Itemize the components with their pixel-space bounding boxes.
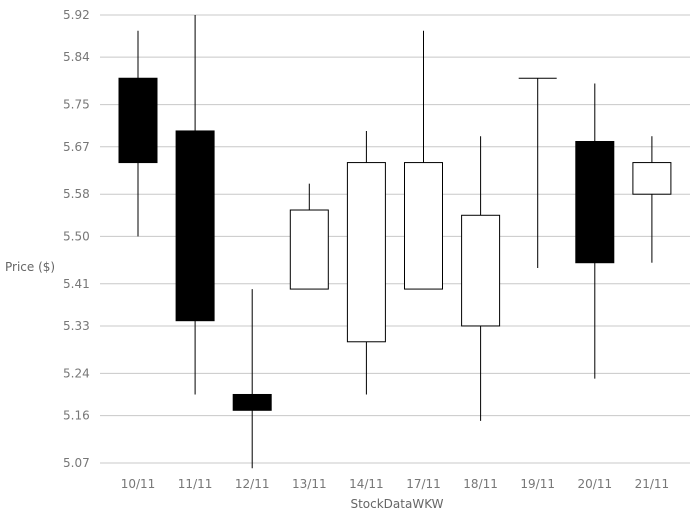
x-tick-label: 14/11: [349, 477, 384, 491]
x-tick-label: 12/11: [235, 477, 270, 491]
x-tick-label: 19/11: [520, 477, 555, 491]
candle-13-11: [289, 183, 329, 290]
y-tick-label: 5.92: [63, 8, 90, 22]
candle-21-11: [632, 136, 672, 263]
candle-body: [175, 130, 215, 322]
x-tick-label: 10/11: [121, 477, 156, 491]
y-tick-label: 5.67: [63, 140, 90, 154]
x-tick-label: 21/11: [635, 477, 670, 491]
y-tick-label: 5.50: [63, 229, 90, 243]
y-tick-label: 5.07: [63, 456, 90, 470]
candle-19-11: [518, 77, 557, 268]
candle-18-11: [461, 136, 501, 421]
candle-body: [232, 393, 272, 411]
candle-body: [575, 140, 615, 264]
candle-11-11: [175, 15, 215, 395]
x-axis-ticks: 10/11 11/11 12/11 13/11 14/11 17/11 18/11 19/11…: [121, 477, 669, 491]
x-tick-label: 11/11: [178, 477, 213, 491]
y-tick-label: 5.41: [63, 277, 90, 291]
y-axis-title: Price ($): [5, 260, 55, 274]
candle-14-11: [346, 130, 386, 395]
candle-body: [289, 209, 329, 290]
y-tick-label: 5.58: [63, 187, 90, 201]
x-tick-label: 17/11: [406, 477, 441, 491]
candle-12-11: [232, 289, 272, 469]
candle-body: [118, 77, 158, 164]
x-tick-label: 18/11: [463, 477, 498, 491]
x-tick-label: 20/11: [578, 477, 613, 491]
y-tick-label: 5.24: [63, 366, 90, 380]
y-axis-ticks: 5.07 5.16 5.24 5.33 5.41 5.50 5.58 5.67 5.75 5.84…: [63, 8, 90, 470]
candle-17-11: [404, 30, 443, 290]
candle-body: [632, 162, 672, 195]
x-axis-title: StockDataWKW: [350, 497, 443, 511]
candle-10-11: [118, 30, 158, 237]
y-tick-label: 5.84: [63, 50, 90, 64]
candle-body: [461, 214, 501, 327]
y-tick-label: 5.16: [63, 409, 90, 423]
candle-body: [346, 162, 386, 343]
candles: [118, 15, 672, 469]
y-tick-label: 5.75: [63, 98, 90, 112]
candle-20-11: [575, 83, 615, 379]
x-tick-label: 13/11: [292, 477, 327, 491]
y-tick-label: 5.33: [63, 319, 90, 333]
candle-body: [404, 162, 443, 290]
